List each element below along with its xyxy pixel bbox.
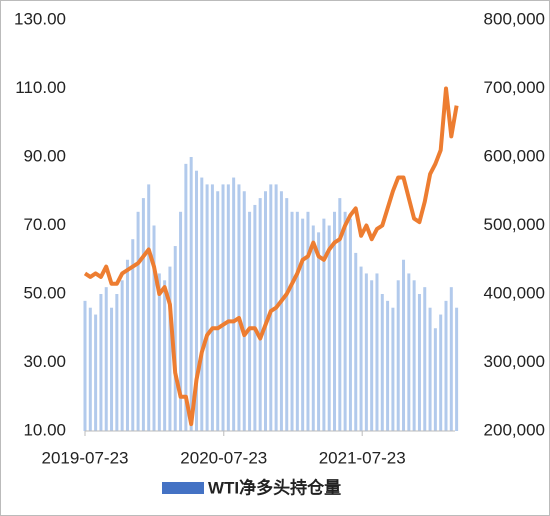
bar	[279, 191, 283, 431]
bar	[94, 314, 98, 431]
bar	[179, 211, 183, 431]
bar	[370, 280, 374, 431]
bar	[455, 307, 459, 431]
bar	[380, 294, 384, 431]
bar	[125, 259, 129, 431]
bar	[444, 300, 448, 431]
bar	[99, 294, 103, 431]
bar	[157, 273, 161, 431]
x-tick-label: 2021-07-23	[319, 448, 406, 467]
bar	[83, 300, 87, 431]
bar	[263, 191, 267, 431]
bar	[210, 184, 214, 431]
bar	[184, 163, 188, 431]
bar	[88, 307, 92, 431]
bar	[433, 328, 437, 431]
bar	[104, 287, 108, 431]
y2-tick-label: 200,000	[484, 420, 545, 439]
bar	[285, 198, 289, 431]
bar	[194, 170, 198, 431]
y-tick-label: 110.00	[15, 78, 66, 97]
bar	[317, 232, 321, 431]
bar	[163, 280, 167, 431]
y-tick-label: 90.00	[23, 146, 66, 165]
bar	[396, 280, 400, 431]
bar	[115, 294, 119, 431]
bar	[173, 246, 177, 431]
bar	[449, 287, 453, 431]
y2-tick-label: 600,000	[484, 146, 545, 165]
y2-tick-label: 800,000	[484, 9, 545, 28]
bar	[327, 225, 331, 431]
bar	[402, 259, 406, 431]
bar	[364, 273, 368, 431]
bar	[253, 204, 257, 431]
bar	[391, 307, 395, 431]
bar	[417, 294, 421, 431]
bar	[343, 211, 347, 431]
y2-tick-label: 700,000	[484, 78, 545, 97]
y2-tick-label: 400,000	[484, 283, 545, 302]
bar	[428, 307, 432, 431]
price-line	[83, 86, 459, 427]
bar	[354, 252, 358, 431]
bar	[306, 211, 310, 431]
x-tick-label: 2020-07-23	[180, 448, 267, 467]
bar	[205, 184, 209, 431]
y-tick-label: 30.00	[23, 352, 66, 371]
bar	[136, 211, 140, 431]
y2-tick-label: 500,000	[484, 215, 545, 234]
bar	[248, 211, 252, 431]
y-tick-label: 70.00	[23, 215, 66, 234]
bar	[258, 198, 262, 431]
bar	[141, 198, 145, 431]
y-tick-label: 50.00	[23, 283, 66, 302]
bar	[269, 184, 273, 431]
legend-label: WTI净多头持仓量	[208, 477, 341, 497]
bar	[242, 191, 246, 431]
bar	[290, 211, 294, 431]
bar	[386, 300, 390, 431]
x-tick-label: 2019-07-23	[42, 448, 129, 467]
bar	[189, 157, 193, 431]
y-tick-label: 10.00	[23, 420, 66, 439]
y2-tick-label: 300,000	[484, 352, 545, 371]
bar	[301, 218, 305, 431]
bar	[168, 266, 172, 431]
bar	[226, 184, 230, 431]
bar	[232, 177, 236, 431]
bar	[147, 184, 151, 431]
bar	[221, 184, 225, 431]
bar	[423, 287, 427, 431]
bar	[333, 211, 337, 431]
bar	[311, 225, 315, 431]
bar	[131, 239, 135, 431]
bar	[120, 280, 124, 431]
bar	[237, 184, 241, 431]
bar	[200, 177, 204, 431]
legend-swatch	[162, 482, 204, 494]
bar	[439, 314, 443, 431]
bar	[375, 273, 379, 431]
bar	[407, 273, 411, 431]
bar	[322, 218, 326, 431]
bar	[295, 211, 299, 431]
bar	[216, 191, 220, 431]
y-tick-label: 130.00	[14, 9, 66, 28]
bar	[110, 307, 114, 431]
bar	[338, 198, 342, 431]
bar	[359, 266, 363, 431]
bar	[152, 225, 156, 431]
bar	[412, 280, 416, 431]
bar	[348, 218, 352, 431]
